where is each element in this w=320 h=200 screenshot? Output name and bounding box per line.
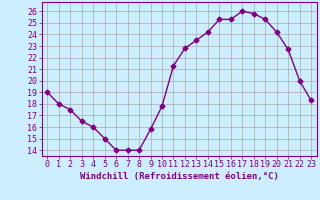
X-axis label: Windchill (Refroidissement éolien,°C): Windchill (Refroidissement éolien,°C): [80, 172, 279, 181]
